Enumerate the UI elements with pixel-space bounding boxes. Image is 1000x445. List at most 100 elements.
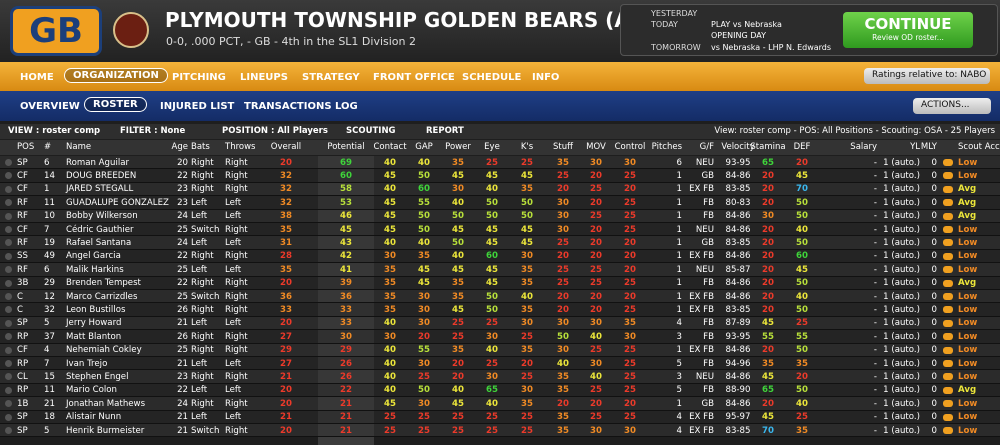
nav-tab[interactable]: STRATEGY [302, 72, 360, 83]
nav-tab[interactable]: SCHEDULE [462, 72, 522, 83]
cell: 24 [177, 211, 188, 222]
nav-tab[interactable]: FRONT OFFICE [373, 72, 455, 83]
column-header[interactable]: Eye [484, 142, 500, 152]
roster-row[interactable]: RP 7 Ivan Trejo 21 Left Left 27 26 40 30 20 25 20 40 3… [0, 357, 1000, 371]
cell: 25 [418, 412, 430, 423]
roster-row[interactable]: RP 11 Mario Colon 22 Left Left 20 22 40 50 40 65 30 3… [0, 383, 1000, 398]
filter[interactable]: FILTER : None [120, 126, 186, 136]
column-header[interactable]: Salary [850, 142, 877, 152]
roster-row[interactable]: SP 18 Alistair Nunn 21 Left Left 21 21 25 25 25 25 2… [0, 410, 1000, 424]
roster-row[interactable]: CF 1 JARED STEGALL 23 Right Right 32 58 40 60 30 40… [0, 182, 1000, 197]
cell: 53 [340, 197, 352, 208]
roster-row[interactable]: RF 19 Rafael Santana 24 Left Left 31 43 40 40 50 45… [0, 236, 1000, 250]
nav-tab[interactable]: ORGANIZATION [64, 68, 168, 83]
column-header[interactable]: Age [171, 142, 188, 152]
roster-row[interactable]: RF 6 Malik Harkins 25 Left Left 35 41 35 45 45 45 35… [0, 263, 1000, 277]
roster-row[interactable]: 3B 29 Brenden Tempest 22 Right Right 20 39 35 45 3… [0, 276, 1000, 290]
filter[interactable]: SCOUTING [346, 126, 396, 136]
sub-tab[interactable]: OVERVIEW [20, 101, 80, 112]
cell: 1 (auto.) [883, 304, 920, 315]
column-header[interactable]: Stuff [553, 142, 573, 152]
cell: 50 [418, 224, 430, 235]
roster-row[interactable]: 1B 21 Jonathan Mathews 24 Right Right 20 21 45 30… [0, 397, 1000, 411]
cell: 30 [384, 331, 396, 342]
column-header[interactable]: Power [445, 142, 471, 152]
cell: 50 [418, 211, 430, 222]
cell: Jerry Howard [66, 318, 122, 329]
column-header[interactable]: G/F [699, 142, 714, 152]
roster-row[interactable]: RF 10 Bobby Wilkerson 24 Left Left 38 46 45 50 50 5… [0, 209, 1000, 223]
cell: Right [225, 224, 248, 235]
column-header[interactable]: MLY [920, 142, 937, 152]
roster-row[interactable]: SS 49 Angel Garcia 22 Right Right 28 42 30 35 40 60… [0, 249, 1000, 264]
column-header[interactable]: GAP [415, 142, 433, 152]
column-header[interactable]: Stamina [750, 142, 786, 152]
cell: 35 [557, 425, 569, 436]
cell: EX FB [689, 291, 714, 302]
column-header[interactable]: # [44, 142, 52, 152]
cell: FB [703, 331, 714, 342]
column-header[interactable]: POS [17, 142, 35, 152]
column-header[interactable]: Bats [191, 142, 210, 152]
column-header[interactable]: DEF [793, 142, 811, 152]
filter[interactable]: VIEW : roster comp [8, 126, 101, 136]
cell: 70 [762, 425, 774, 436]
scout-icon [943, 159, 953, 166]
cell: 1 (auto.) [883, 371, 920, 382]
cell: 65 [486, 385, 498, 396]
nav-tab[interactable]: LINEUPS [240, 72, 288, 83]
cell: - [873, 170, 877, 181]
roster-row[interactable]: RF 11 GUADALUPE GONZALEZ 23 Left Left 32 53 45 55… [0, 196, 1000, 210]
sub-tab[interactable]: INJURED LIST [160, 101, 235, 112]
cell: RF [17, 197, 28, 208]
actions-dropdown[interactable]: ACTIONS... [913, 98, 991, 114]
continue-button[interactable]: CONTINUE Review OD roster... [843, 12, 973, 48]
roster-row[interactable]: C 12 Marco Carrizdles 25 Switch Right 36 36 35 30… [0, 290, 1000, 304]
cell: Right [225, 425, 248, 436]
column-header[interactable]: K's [520, 142, 534, 152]
sub-tab[interactable]: TRANSACTIONS LOG [244, 101, 358, 112]
cell: 45 [452, 264, 464, 275]
roster-row[interactable]: SP 5 Henrik Burmeister 21 Switch Right 20 21 25 2… [0, 424, 1000, 438]
column-header[interactable]: MOV [586, 142, 606, 152]
nav-tab[interactable]: INFO [532, 72, 560, 83]
cell: 25 [796, 412, 808, 423]
day-label: TODAY [651, 20, 678, 29]
column-header[interactable]: Scout Acc [958, 142, 1000, 152]
roster-row[interactable]: CF 4 Nehemiah Cokley 25 Right Right 29 29 40 55 35… [0, 343, 1000, 357]
cell: 0 [931, 224, 937, 235]
cell: 20 [418, 331, 430, 342]
column-header[interactable]: Potential [327, 142, 365, 152]
cell: 40 [590, 371, 602, 382]
cell: 45 [452, 170, 464, 181]
cell: 25 [624, 345, 636, 356]
filter[interactable]: POSITION : All Players [222, 126, 328, 136]
sub-tab[interactable]: ROSTER [84, 97, 147, 112]
roster-row[interactable]: CF 14 DOUG BREEDEN 22 Right Right 32 60 45 50 45 45… [0, 169, 1000, 183]
column-header[interactable]: Throws [225, 142, 256, 152]
nav-tab[interactable]: HOME [20, 72, 54, 83]
roster-row[interactable]: RP 37 Matt Blanton 26 Right Right 27 30 30 20 25 30… [0, 330, 1000, 344]
ratings-dropdown[interactable]: Ratings relative to: NABO [864, 68, 990, 84]
column-header[interactable]: Overall [270, 142, 302, 152]
roster-row[interactable]: CL 15 Stephen Engel 23 Right Right 21 26 40 25 20 3… [0, 370, 1000, 384]
column-header[interactable]: Contact [373, 142, 407, 152]
column-header[interactable]: Velocity [721, 142, 755, 152]
nav-tab[interactable]: PITCHING [172, 72, 226, 83]
roster-row[interactable]: SP 5 Jerry Howard 21 Left Left 20 33 40 30 25 25 30 3… [0, 316, 1000, 331]
cell: Low [958, 425, 978, 436]
roster-row[interactable]: C 32 Leon Bustillos 26 Right Right 33 33 35 30 45 5… [0, 303, 1000, 317]
roster-row[interactable]: SP 6 Roman Aguilar 20 Right Right 20 69 40 40 35 25… [0, 156, 1000, 170]
continue-label: CONTINUE [864, 15, 952, 33]
column-header[interactable]: Name [66, 142, 92, 152]
row-dot [5, 159, 12, 166]
cell: 40 [452, 385, 464, 396]
column-header[interactable]: YL [910, 142, 920, 152]
column-header[interactable]: Pitches [651, 142, 682, 152]
filter[interactable]: REPORT [426, 126, 464, 136]
cell: 1 [44, 184, 50, 195]
cell: 3 [676, 331, 682, 342]
cell: 0 [931, 371, 937, 382]
roster-row[interactable]: CF 7 Cédric Gauthier 25 Switch Right 35 45 45 50 4… [0, 223, 1000, 237]
column-header[interactable]: Control [614, 142, 646, 152]
